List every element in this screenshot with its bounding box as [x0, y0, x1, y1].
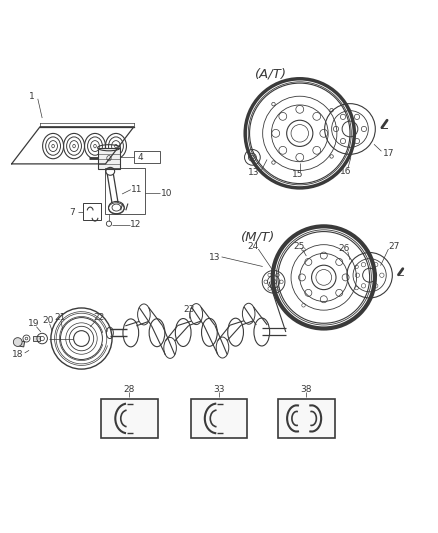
Text: 19: 19 [28, 319, 39, 328]
Bar [134, 151, 160, 164]
Text: 16: 16 [340, 167, 351, 176]
Circle shape [13, 338, 22, 346]
Text: 15: 15 [292, 171, 304, 179]
Text: (A/T): (A/T) [254, 67, 286, 80]
Text: 20: 20 [42, 316, 53, 325]
Text: 21: 21 [54, 313, 65, 322]
Text: 25: 25 [293, 243, 304, 252]
Text: 18: 18 [12, 350, 24, 359]
Bar [83, 203, 101, 220]
Bar [101, 399, 158, 438]
Text: 24: 24 [247, 242, 259, 251]
Text: 27: 27 [388, 242, 399, 251]
Text: 17: 17 [383, 149, 394, 158]
Text: 1: 1 [29, 92, 35, 101]
Bar [106, 168, 145, 214]
Text: 33: 33 [213, 385, 225, 394]
Text: (M/T): (M/T) [241, 230, 276, 243]
Text: 11: 11 [131, 185, 143, 194]
Text: 26: 26 [338, 244, 350, 253]
Text: 23: 23 [184, 305, 195, 314]
Bar [33, 336, 39, 341]
Bar [16, 341, 25, 347]
Bar [278, 399, 335, 438]
Text: 13: 13 [248, 168, 260, 177]
Text: 7: 7 [69, 208, 75, 217]
Text: 4: 4 [138, 153, 143, 162]
Bar [191, 399, 247, 438]
Text: 28: 28 [124, 385, 135, 394]
Text: 12: 12 [131, 220, 142, 229]
Text: 10: 10 [161, 189, 173, 198]
Bar [98, 148, 120, 169]
Text: 38: 38 [300, 385, 312, 394]
Text: 22: 22 [93, 313, 105, 322]
Text: 13: 13 [209, 253, 220, 262]
